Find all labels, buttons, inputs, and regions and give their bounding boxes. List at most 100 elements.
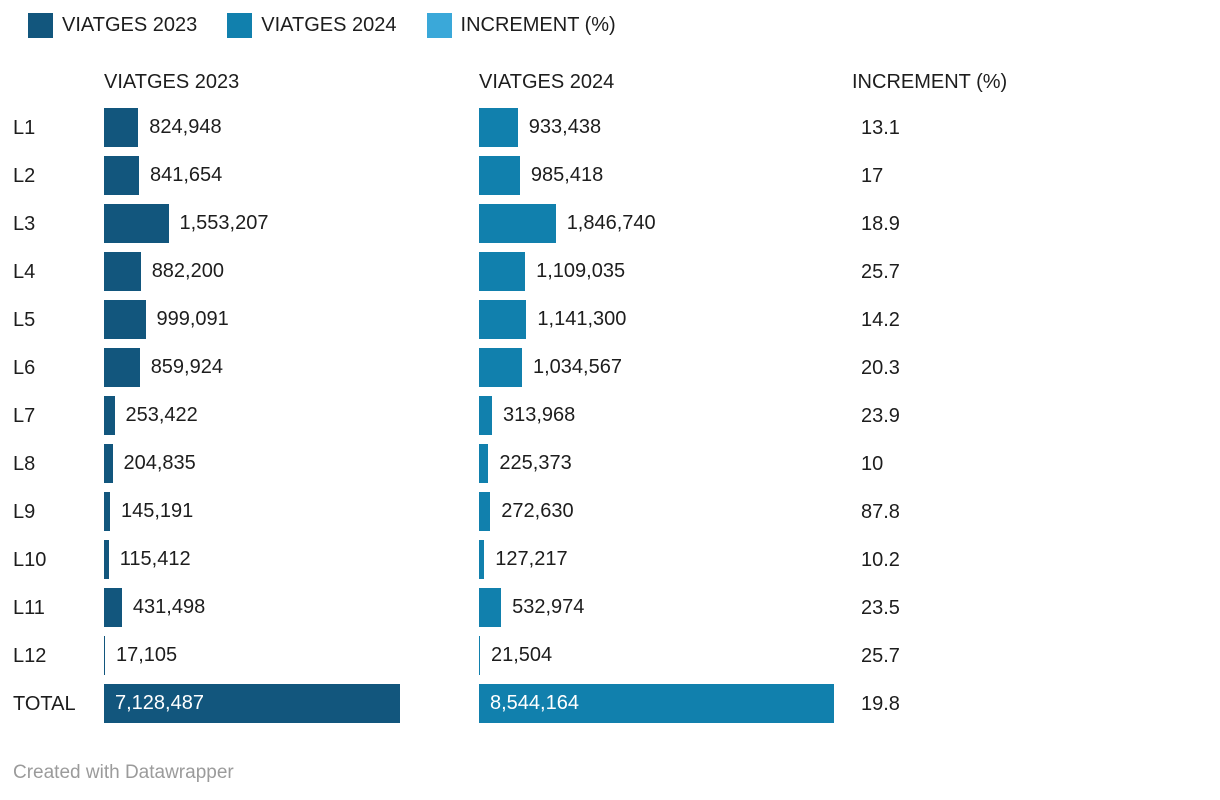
bar-viatges-2023 — [104, 492, 110, 531]
bar-value-label: 431,498 — [132, 596, 206, 618]
row-label: L5 — [13, 308, 36, 331]
increment-value: 25.7 — [861, 644, 900, 667]
legend-label: INCREMENT (%) — [460, 14, 616, 36]
cell-viatges-2024: 225,373 — [479, 444, 572, 483]
bar-value-label: 313,968 — [503, 404, 576, 426]
cell-viatges-2024: 1,034,567 — [479, 348, 622, 387]
table-row: L10 115,412 127,217 10.2 — [0, 536, 1220, 584]
row-label: L10 — [13, 548, 47, 571]
bar-viatges-2023 — [104, 300, 146, 339]
row-label: L7 — [13, 404, 36, 427]
bar-value-label: 1,109,035 — [536, 260, 626, 282]
increment-value: 87.8 — [861, 500, 900, 523]
bar-viatges-2023 — [104, 252, 141, 291]
column-header-viatges-2023: VIATGES 2023 — [104, 71, 240, 93]
row-label: L2 — [13, 164, 36, 187]
increment-value: 19.8 — [861, 692, 900, 715]
cell-viatges-2023: 7,128,487 — [104, 684, 401, 723]
bar-value-label: 841,654 — [150, 164, 223, 186]
bar-viatges-2023 — [104, 204, 169, 243]
increment-value: 23.9 — [861, 404, 900, 427]
cell-viatges-2023: 145,191 — [104, 492, 193, 531]
table-row: L3 1,553,207 1,846,740 18.9 — [0, 200, 1220, 248]
bar-viatges-2024 — [479, 252, 526, 291]
bar-viatges-2023 — [104, 588, 122, 627]
legend-swatch — [227, 13, 253, 38]
bar-value-label: 21,504 — [491, 644, 553, 666]
row-label: L3 — [13, 212, 36, 235]
cell-viatges-2024: 272,630 — [479, 492, 574, 531]
cell-viatges-2024: 127,217 — [479, 540, 568, 579]
increment-value: 13.1 — [861, 116, 900, 139]
row-label: L4 — [13, 260, 36, 283]
legend-label: VIATGES 2023 — [62, 14, 198, 36]
increment-value: 23.5 — [861, 596, 900, 619]
row-label: L9 — [13, 500, 36, 523]
bar-viatges-2023: 7,128,487 — [104, 684, 401, 723]
bar-viatges-2024 — [479, 156, 520, 195]
bar-value-label: 145,191 — [121, 500, 194, 522]
legend-swatch — [426, 13, 452, 38]
cell-viatges-2024: 1,141,300 — [479, 300, 626, 339]
table-row: L5 999,091 1,141,300 14.2 — [0, 296, 1220, 344]
cell-viatges-2024: 21,504 — [479, 636, 552, 675]
cell-viatges-2023: 115,412 — [104, 540, 191, 579]
bar-viatges-2024 — [479, 540, 485, 579]
cell-viatges-2024: 1,109,035 — [479, 252, 625, 291]
bar-viatges-2024 — [479, 588, 502, 627]
legend-item: VIATGES 2024 — [227, 13, 397, 38]
bar-value-label: 1,846,740 — [566, 212, 656, 234]
increment-value: 25.7 — [861, 260, 900, 283]
bar-viatges-2024 — [479, 204, 556, 243]
bar-viatges-2024 — [479, 492, 491, 531]
bar-viatges-2023 — [104, 396, 115, 435]
bar-viatges-2023 — [104, 108, 139, 147]
bar-viatges-2024 — [479, 396, 492, 435]
legend-item: INCREMENT (%) — [426, 13, 616, 38]
increment-value: 10.2 — [861, 548, 900, 571]
bar-value-label: 985,418 — [530, 164, 604, 186]
bar-value-label: 933,438 — [528, 116, 602, 138]
cell-viatges-2024: 933,438 — [479, 108, 601, 147]
table-row: L2 841,654 985,418 17 — [0, 152, 1220, 200]
datawrapper-attribution-link[interactable]: Created with Datawrapper — [13, 762, 234, 783]
bar-value-label: 824,948 — [149, 116, 222, 138]
bar-value-label: 272,630 — [501, 500, 574, 522]
bar-value-label: 8,544,164 — [490, 692, 579, 714]
row-label: L6 — [13, 356, 36, 379]
bar-value-label: 253,422 — [125, 404, 198, 426]
cell-viatges-2023: 253,422 — [104, 396, 198, 435]
row-label: L1 — [13, 116, 36, 139]
table-row: L6 859,924 1,034,567 20.3 — [0, 344, 1220, 392]
bar-viatges-2024 — [479, 348, 522, 387]
cell-viatges-2023: 841,654 — [104, 156, 222, 195]
cell-viatges-2024: 985,418 — [479, 156, 603, 195]
table-row: L7 253,422 313,968 23.9 — [0, 392, 1220, 440]
cell-viatges-2023: 204,835 — [104, 444, 196, 483]
table-row: L1 824,948 933,438 13.1 — [0, 104, 1220, 152]
increment-value: 20.3 — [861, 356, 900, 379]
bar-value-label: 7,128,487 — [115, 692, 204, 714]
table-row: L8 204,835 225,373 10 — [0, 440, 1220, 488]
row-label: TOTAL — [13, 692, 76, 715]
row-label: L12 — [13, 644, 47, 667]
bar-value-label: 115,412 — [119, 548, 191, 570]
cell-viatges-2023: 859,924 — [104, 348, 223, 387]
bar-value-label: 127,217 — [495, 548, 568, 570]
cell-viatges-2024: 532,974 — [479, 588, 584, 627]
legend-swatch — [28, 13, 53, 38]
table-row: L12 17,105 21,504 25.7 — [0, 632, 1220, 680]
cell-viatges-2024: 1,846,740 — [479, 204, 656, 243]
bar-viatges-2024 — [479, 108, 518, 147]
chart-rows: L1 824,948 933,438 13.1 L2 841,654 985,418 17 L3… — [0, 104, 1220, 728]
cell-viatges-2023: 1,553,207 — [104, 204, 268, 243]
bar-viatges-2024 — [479, 636, 480, 675]
bar-value-label: 882,200 — [151, 260, 224, 282]
legend-item: VIATGES 2023 — [28, 13, 197, 38]
bar-viatges-2024 — [479, 444, 489, 483]
bar-value-label: 225,373 — [499, 452, 572, 474]
table-row: L4 882,200 1,109,035 25.7 — [0, 248, 1220, 296]
bar-value-label: 999,091 — [156, 308, 229, 330]
table-row: L9 145,191 272,630 87.8 — [0, 488, 1220, 536]
